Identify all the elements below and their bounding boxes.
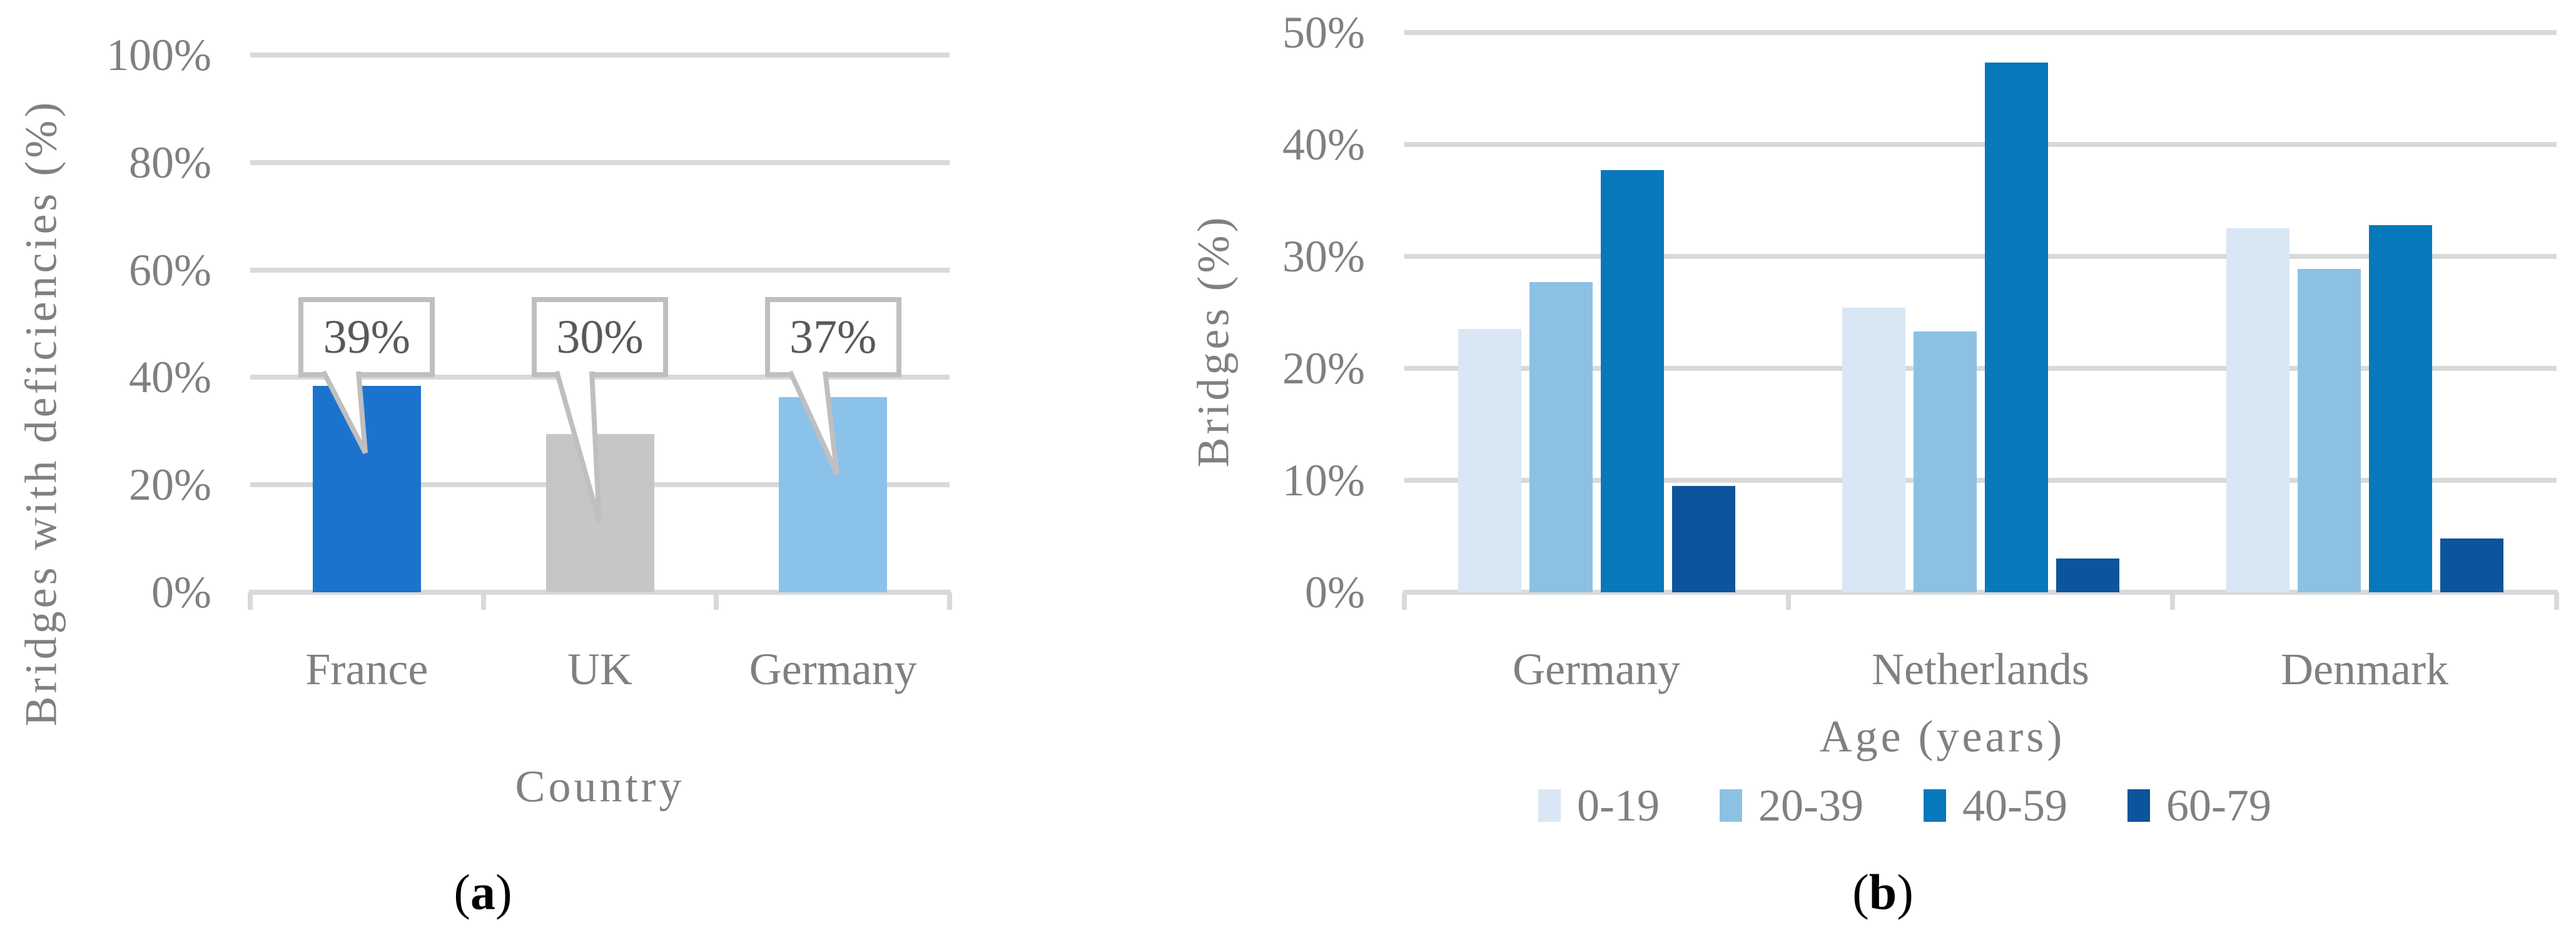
y-axis-tick-label: 20%	[129, 460, 211, 510]
gridline	[1404, 142, 2557, 147]
y-axis-tick-label: 40%	[1282, 119, 1365, 169]
bar-germany-20-39	[1529, 282, 1593, 592]
bar-france	[312, 386, 421, 592]
x-axis-category-label: Netherlands	[1872, 644, 2089, 694]
y-axis-tick-label: 50%	[1282, 8, 1365, 58]
bar-germany-60-79	[1671, 485, 1735, 592]
panel-b-figure-label: (b)	[1852, 865, 1914, 922]
bar-germany-0-19	[1458, 329, 1521, 592]
bar-netherlands-20-39	[1913, 331, 1977, 592]
panel-b-x-axis-title: Age (years)	[1819, 711, 2066, 762]
gridline	[250, 267, 950, 273]
panel-b-label-letter: b	[1869, 865, 1897, 921]
x-axis-category-label: Germany	[749, 644, 917, 694]
bar-germany-40-59	[1600, 170, 1664, 592]
panel-a-x-axis-title: Country	[515, 761, 685, 812]
x-axis-category-label: UK	[567, 644, 632, 694]
legend-item-label: 20-39	[1758, 780, 1864, 831]
y-axis-tick-label: 60%	[129, 245, 211, 295]
x-axis-tick-mark	[248, 592, 253, 610]
y-axis-tick-label: 100%	[106, 30, 211, 80]
x-axis-tick-mark	[714, 592, 719, 610]
panel-a-label-paren-close: )	[495, 865, 512, 921]
gridline	[1404, 254, 2557, 259]
x-axis-tick-mark	[1402, 592, 1407, 610]
legend-item-label: 60-79	[2166, 780, 2271, 831]
bar-denmark-60-79	[2440, 538, 2503, 592]
bar-germany	[779, 397, 888, 592]
gridline	[250, 53, 950, 58]
y-axis-tick-label: 30%	[1282, 231, 1365, 281]
legend-marker-icon	[1720, 789, 1743, 822]
bar-denmark-40-59	[2368, 225, 2432, 592]
y-axis-tick-label: 0%	[151, 567, 211, 617]
panel-a-y-axis-title: Bridges with deficiencies (%)	[16, 99, 66, 727]
bar-denmark-0-19	[2226, 228, 2289, 592]
bar-netherlands-40-59	[1984, 63, 2048, 592]
x-axis-tick-mark	[480, 592, 486, 610]
chart-panel-a: Bridges with deficiencies (%) Country (a…	[0, 0, 1088, 935]
gridline	[1404, 366, 2557, 371]
x-axis-line	[1403, 590, 2558, 595]
data-callout-uk: 30%	[532, 297, 668, 377]
x-axis-category-label: Germany	[1513, 644, 1680, 694]
legend-item-label: 0-19	[1577, 780, 1660, 831]
panel-a-label-letter: a	[470, 865, 495, 921]
y-axis-tick-label: 20%	[1282, 343, 1365, 393]
gridline	[1404, 30, 2557, 35]
panel-b-legend: 0-19 20-39 40-59 60-79	[1404, 780, 2405, 832]
bar-uk	[545, 433, 654, 592]
x-axis-category-label: Denmark	[2281, 644, 2448, 694]
panel-b-label-paren-open: (	[1852, 865, 1869, 921]
panel-b-label-paren-close: )	[1897, 865, 1914, 921]
y-axis-tick-label: 10%	[1282, 455, 1365, 505]
legend-item-40-59: 40-59	[1924, 780, 2067, 832]
bar-netherlands-60-79	[2056, 558, 2119, 592]
panel-a-figure-label: (a)	[454, 865, 512, 922]
gridline	[250, 159, 950, 165]
legend-marker-icon	[2127, 789, 2150, 822]
x-axis-line	[249, 590, 951, 595]
legend-item-20-39: 20-39	[1720, 780, 1864, 832]
legend-item-0-19: 0-19	[1538, 780, 1660, 832]
data-callout-france: 39%	[298, 297, 435, 377]
legend-marker-icon	[1924, 789, 1946, 822]
bar-denmark-20-39	[2297, 268, 2361, 592]
y-axis-tick-label: 40%	[129, 352, 211, 403]
legend-item-label: 40-59	[1962, 780, 2067, 831]
gridline	[1404, 478, 2557, 483]
y-axis-tick-label: 0%	[1305, 567, 1365, 617]
x-axis-tick-mark	[2554, 592, 2559, 610]
legend-marker-icon	[1538, 789, 1561, 822]
y-axis-tick-label: 80%	[129, 137, 211, 188]
bar-netherlands-0-19	[1842, 308, 1905, 592]
panel-a-label-paren-open: (	[454, 865, 470, 921]
x-axis-tick-mark	[2170, 592, 2175, 610]
x-axis-category-label: France	[305, 644, 428, 694]
x-axis-tick-mark	[947, 592, 952, 610]
x-axis-tick-mark	[1786, 592, 1791, 610]
chart-panel-b: Bridges (%) Age (years) 0-19 20-39 40-59 60…	[1088, 0, 2576, 935]
legend-item-60-79: 60-79	[2127, 780, 2271, 832]
data-callout-germany: 37%	[764, 297, 901, 377]
